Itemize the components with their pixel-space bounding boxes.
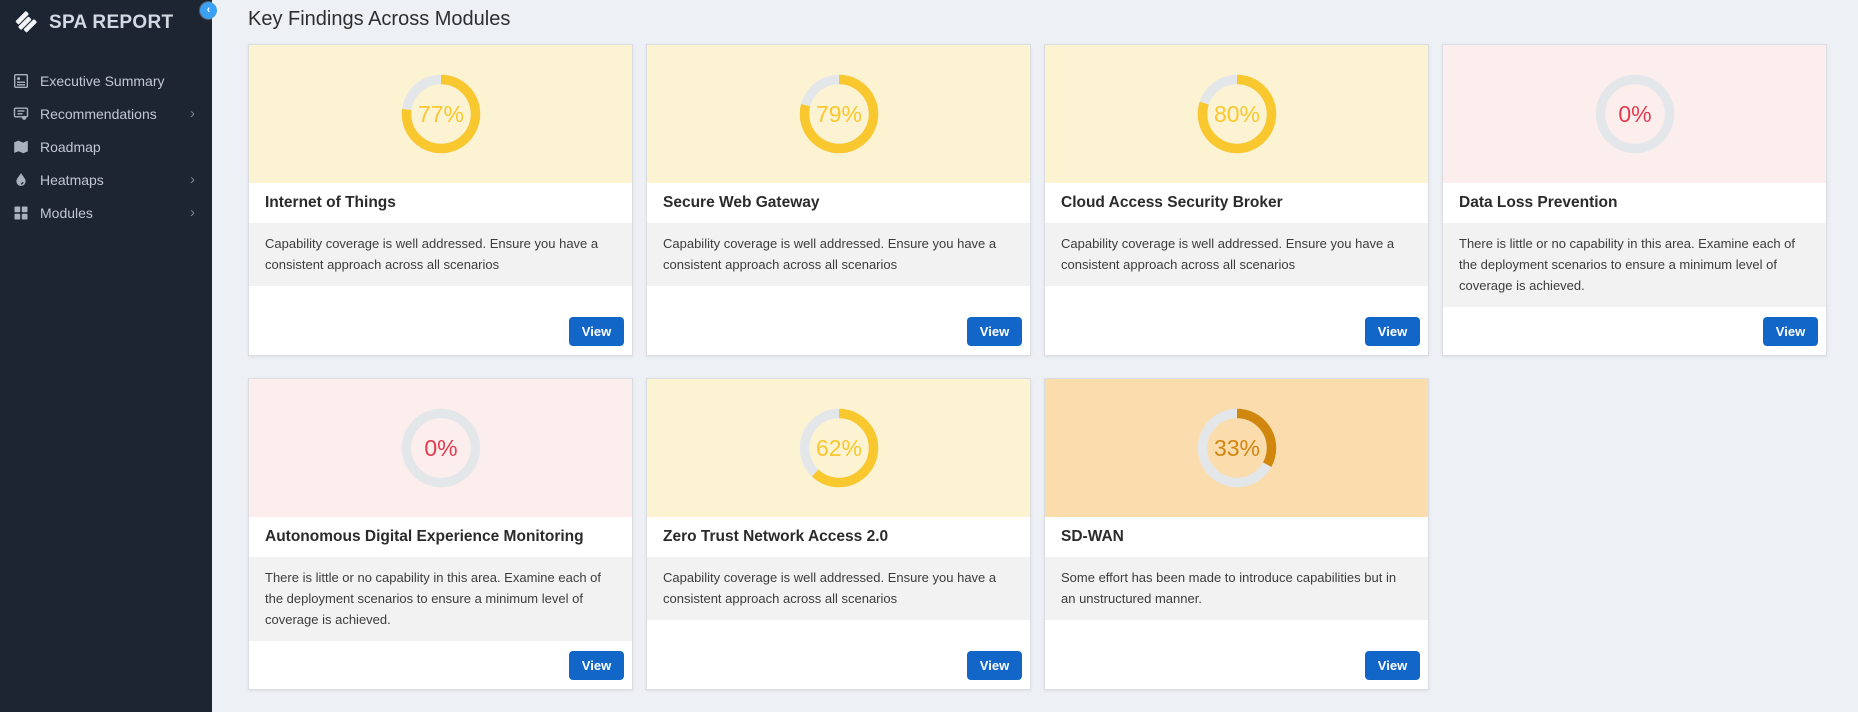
card-title: Internet of Things <box>249 183 632 223</box>
brand: SPA REPORT <box>0 0 212 46</box>
svg-text:0%: 0% <box>1618 101 1651 127</box>
module-card: 0% Data Loss Prevention There is little … <box>1442 44 1827 356</box>
sidebar-item-modules[interactable]: Modules › <box>0 196 212 229</box>
card-title: SD-WAN <box>1045 517 1428 557</box>
sidebar: SPA REPORT Executive Summary <box>0 0 212 712</box>
svg-text:33%: 33% <box>1213 435 1259 461</box>
chevron-right-icon: › <box>190 171 195 188</box>
card-title: Zero Trust Network Access 2.0 <box>647 517 1030 557</box>
card-title: Secure Web Gateway <box>647 183 1030 223</box>
roadmap-icon <box>13 139 29 155</box>
card-gauge-tile: 0% <box>1443 45 1826 183</box>
svg-text:0%: 0% <box>424 435 457 461</box>
card-description: Some effort has been made to introduce c… <box>1045 557 1428 620</box>
sidebar-item-label: Roadmap <box>40 138 101 155</box>
sidebar-item-label: Executive Summary <box>40 72 165 89</box>
svg-text:80%: 80% <box>1213 101 1259 127</box>
module-card: 79% Secure Web Gateway Capability covera… <box>646 44 1031 356</box>
donut-chart: 0% <box>401 408 480 488</box>
chevron-right-icon: › <box>190 204 195 221</box>
view-button[interactable]: View <box>967 317 1022 346</box>
view-button[interactable]: View <box>967 651 1022 680</box>
recommendations-icon <box>13 106 29 122</box>
cards-grid: 77% Internet of Things Capability covera… <box>248 44 1858 690</box>
donut-chart: 33% <box>1197 408 1276 488</box>
svg-text:62%: 62% <box>815 435 861 461</box>
page-title: Key Findings Across Modules <box>248 8 511 30</box>
module-card: 77% Internet of Things Capability covera… <box>248 44 633 356</box>
sidebar-item-label: Modules <box>40 204 93 221</box>
donut-chart: 62% <box>799 408 878 488</box>
sidebar-item-label: Recommendations <box>40 105 157 122</box>
card-gauge-tile: 77% <box>249 45 632 183</box>
view-button[interactable]: View <box>569 317 624 346</box>
sidebar-item-executive-summary[interactable]: Executive Summary <box>0 64 212 97</box>
card-gauge-tile: 33% <box>1045 379 1428 517</box>
app-logo-icon <box>15 11 37 33</box>
card-gauge-tile: 79% <box>647 45 1030 183</box>
sidebar-item-heatmaps[interactable]: Heatmaps › <box>0 163 212 196</box>
card-title: Cloud Access Security Broker <box>1045 183 1428 223</box>
card-footer: View <box>1045 620 1428 689</box>
card-description: Capability coverage is well addressed. E… <box>1045 223 1428 286</box>
card-title: Data Loss Prevention <box>1443 183 1826 223</box>
card-footer: View <box>249 286 632 355</box>
app-title: SPA REPORT <box>49 11 174 33</box>
view-button[interactable]: View <box>569 651 624 680</box>
executive-summary-icon <box>13 73 29 89</box>
card-gauge-tile: 0% <box>249 379 632 517</box>
donut-chart: 0% <box>1595 74 1674 154</box>
donut-chart: 79% <box>799 74 878 154</box>
heatmaps-icon <box>13 172 29 188</box>
sidebar-collapse-button[interactable]: ‹ <box>200 2 217 19</box>
modules-icon <box>13 205 29 221</box>
chevron-left-icon: ‹ <box>206 4 211 16</box>
sidebar-item-recommendations[interactable]: Recommendations › <box>0 97 212 130</box>
sidebar-nav: Executive Summary Recommendations › Road… <box>0 64 212 229</box>
view-button[interactable]: View <box>1763 317 1818 346</box>
module-card: 0% Autonomous Digital Experience Monitor… <box>248 378 633 690</box>
card-description: Capability coverage is well addressed. E… <box>647 557 1030 620</box>
card-title: Autonomous Digital Experience Monitoring <box>249 517 632 557</box>
card-gauge-tile: 80% <box>1045 45 1428 183</box>
donut-chart: 77% <box>401 74 480 154</box>
chevron-right-icon: › <box>190 105 195 122</box>
sidebar-item-label: Heatmaps <box>40 171 104 188</box>
module-card: 33% SD-WAN Some effort has been made to … <box>1044 378 1429 690</box>
card-footer: View <box>647 620 1030 689</box>
card-footer: View <box>249 641 632 689</box>
donut-chart: 80% <box>1197 74 1276 154</box>
card-description: Capability coverage is well addressed. E… <box>249 223 632 286</box>
main-content: Key Findings Across Modules 77% Internet… <box>212 0 1858 712</box>
card-footer: View <box>1045 286 1428 355</box>
card-footer: View <box>647 286 1030 355</box>
card-description: There is little or no capability in this… <box>249 557 632 641</box>
card-description: Capability coverage is well addressed. E… <box>647 223 1030 286</box>
card-footer: View <box>1443 307 1826 355</box>
card-gauge-tile: 62% <box>647 379 1030 517</box>
svg-text:77%: 77% <box>417 101 463 127</box>
view-button[interactable]: View <box>1365 651 1420 680</box>
module-card: 62% Zero Trust Network Access 2.0 Capabi… <box>646 378 1031 690</box>
svg-text:79%: 79% <box>815 101 861 127</box>
card-description: There is little or no capability in this… <box>1443 223 1826 307</box>
sidebar-item-roadmap[interactable]: Roadmap <box>0 130 212 163</box>
view-button[interactable]: View <box>1365 317 1420 346</box>
module-card: 80% Cloud Access Security Broker Capabil… <box>1044 44 1429 356</box>
